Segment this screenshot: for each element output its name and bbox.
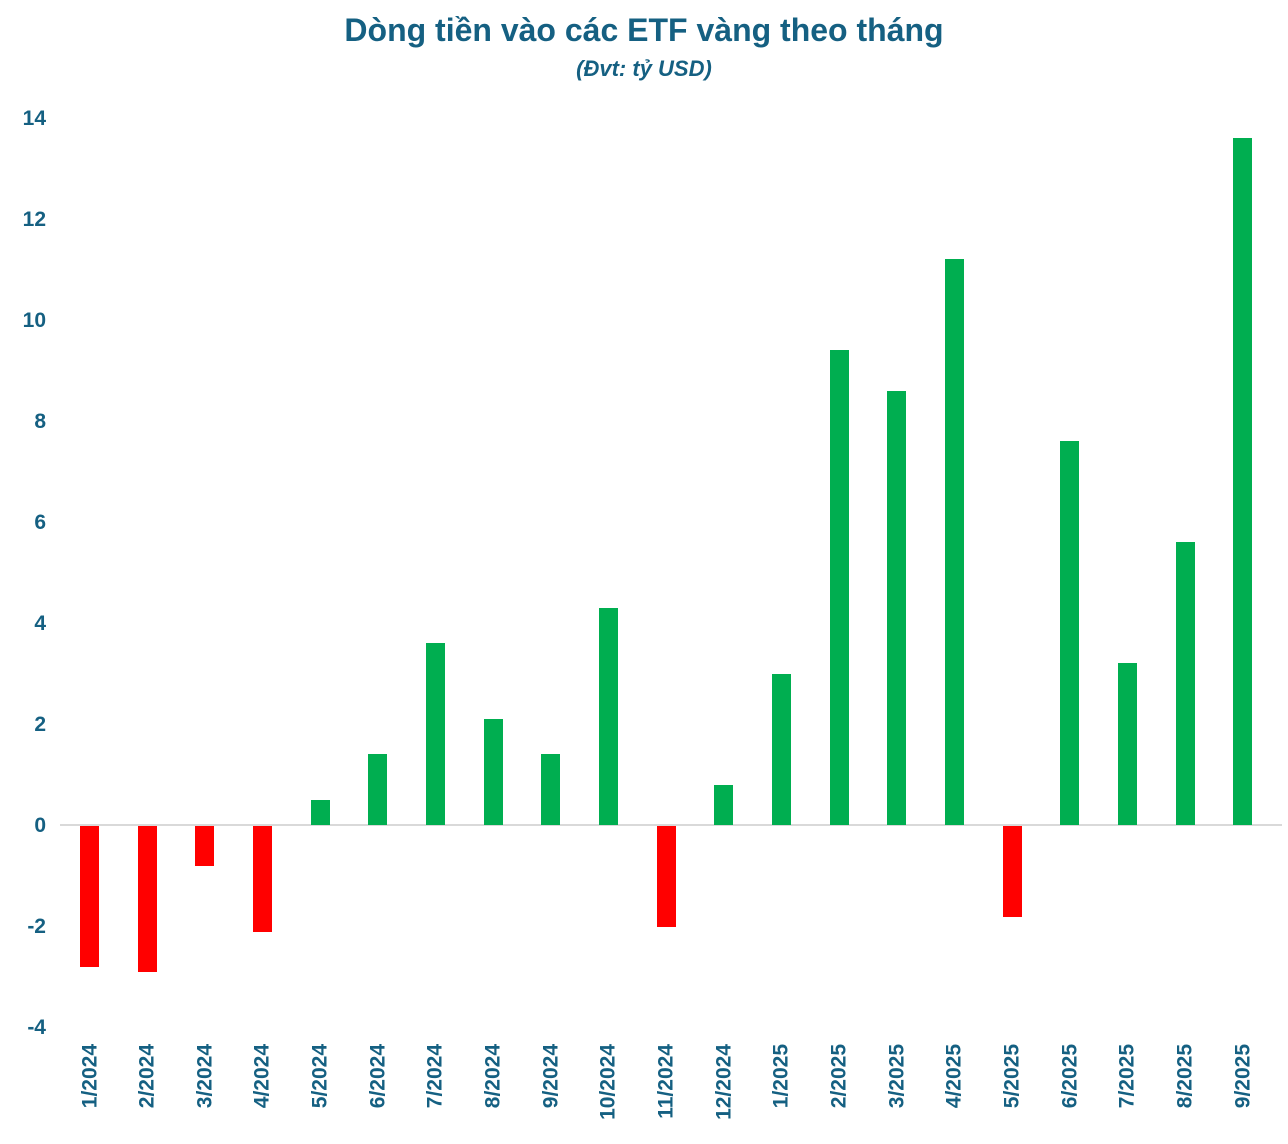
y-axis-tick-label: -2 bbox=[27, 915, 46, 938]
x-axis-label: 2/2024 bbox=[135, 1044, 159, 1109]
bar-7-2025 bbox=[1117, 663, 1137, 825]
x-axis-label: 5/2025 bbox=[1000, 1044, 1024, 1109]
x-axis-label: 12/2024 bbox=[712, 1044, 736, 1120]
bar-11-2024 bbox=[656, 826, 676, 927]
x-axis-label: 7/2025 bbox=[1115, 1044, 1139, 1109]
x-axis-label: 3/2025 bbox=[885, 1044, 909, 1109]
bar-5-2024 bbox=[310, 799, 330, 825]
x-axis-label: 11/2024 bbox=[654, 1044, 678, 1119]
x-axis-label: 2/2025 bbox=[827, 1044, 851, 1109]
x-axis-label: 5/2024 bbox=[308, 1044, 332, 1109]
y-axis-tick-label: 4 bbox=[34, 612, 46, 635]
x-axis-label: 9/2025 bbox=[1231, 1044, 1255, 1109]
bar-9-2024 bbox=[541, 754, 561, 825]
bar-3-2025 bbox=[887, 390, 907, 825]
bar-6-2024 bbox=[368, 754, 388, 825]
x-axis-label: 1/2024 bbox=[78, 1044, 101, 1109]
y-axis-tick-label: 6 bbox=[34, 511, 46, 534]
bar-1-2025 bbox=[771, 673, 791, 825]
bar-7-2024 bbox=[425, 643, 445, 825]
bar-4-2024 bbox=[252, 826, 272, 933]
chart-title: Dòng tiền vào các ETF vàng theo tháng bbox=[344, 12, 944, 48]
bar-2-2025 bbox=[829, 350, 849, 825]
x-axis-label: 7/2024 bbox=[423, 1044, 447, 1109]
y-axis-tick-label: 14 bbox=[22, 107, 46, 130]
bar-1-2024 bbox=[80, 826, 99, 968]
y-axis-tick-label: -4 bbox=[27, 1016, 46, 1039]
bar-3-2024 bbox=[195, 826, 215, 867]
x-axis-label: 6/2025 bbox=[1058, 1044, 1082, 1109]
bar-4-2025 bbox=[944, 259, 964, 825]
x-axis-label: 8/2024 bbox=[481, 1044, 505, 1109]
y-axis-tick-label: 10 bbox=[22, 309, 46, 332]
bar-12-2024 bbox=[714, 784, 734, 825]
bar-5-2025 bbox=[1002, 826, 1022, 917]
y-axis-tick-label: 8 bbox=[34, 410, 46, 433]
x-axis-label: 3/2024 bbox=[193, 1044, 217, 1109]
x-axis-label: 4/2025 bbox=[942, 1044, 966, 1109]
x-axis-label: 10/2024 bbox=[596, 1044, 620, 1120]
x-axis-label: 6/2024 bbox=[366, 1044, 390, 1109]
bar-8-2025 bbox=[1175, 542, 1195, 825]
y-axis-tick-label: 2 bbox=[34, 713, 46, 736]
bar-10-2024 bbox=[598, 607, 618, 825]
x-axis-label: 9/2024 bbox=[539, 1044, 563, 1109]
bar-8-2024 bbox=[483, 718, 503, 825]
zero-gridline bbox=[60, 824, 1282, 826]
x-axis-label: 4/2024 bbox=[250, 1044, 274, 1109]
y-axis-tick-label: 12 bbox=[22, 208, 46, 231]
bar-9-2025 bbox=[1233, 138, 1253, 825]
bar-2-2024 bbox=[137, 826, 157, 973]
x-axis-label: 1/2025 bbox=[769, 1044, 793, 1109]
y-axis-tick-label: 0 bbox=[34, 814, 46, 837]
x-axis-label: 8/2025 bbox=[1173, 1044, 1197, 1109]
bar-6-2025 bbox=[1060, 441, 1080, 825]
chart-subtitle: (Đvt: tỷ USD) bbox=[576, 56, 712, 81]
